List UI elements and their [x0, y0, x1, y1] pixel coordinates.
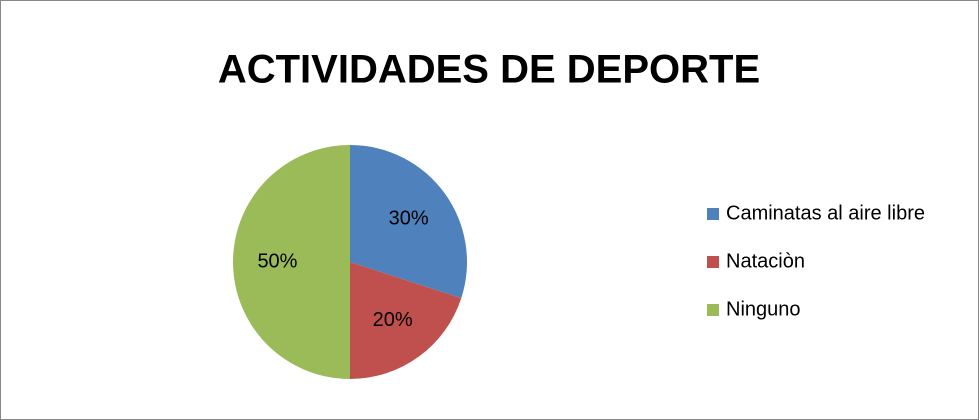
- legend-label: Nataciòn: [726, 250, 805, 272]
- pie-slice: [350, 262, 462, 379]
- legend-label: Ninguno: [726, 298, 801, 320]
- legend-swatch: [707, 208, 719, 220]
- legend-swatch: [707, 304, 719, 316]
- legend-label: Caminatas al aire libre: [726, 202, 925, 224]
- data-label: 30%: [389, 208, 429, 230]
- data-label: 50%: [257, 250, 297, 272]
- legend-swatch: [707, 256, 719, 268]
- pie-slice: [350, 145, 467, 299]
- chart-title: ACTIVIDADES DE DEPORTE: [218, 48, 760, 92]
- pie-slice: [233, 145, 350, 379]
- data-label: 20%: [373, 309, 413, 331]
